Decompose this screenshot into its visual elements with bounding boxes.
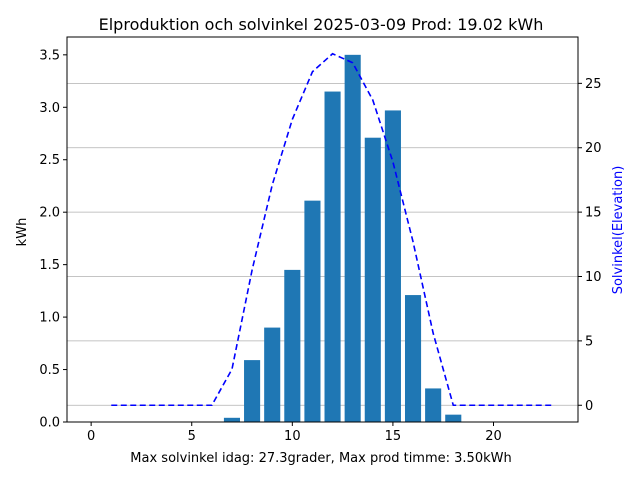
y2-axis-label: Solvinkel(Elevation) [611,166,626,295]
elevation-series-line [111,52,554,407]
plot-frame [66,36,579,423]
y2-tick-label: 10 [585,270,602,285]
y-axis-right: 0 5 10 15 20 25 [578,77,602,414]
y-tick-label: 2.5 [39,153,60,168]
bar-hour-10 [284,269,301,422]
x-axis: 0 5 10 15 20 [87,422,502,444]
y-tick-label: 0.0 [39,416,60,431]
y-tick-label: 1.0 [39,311,60,326]
bar-hour-14 [364,137,381,423]
bar-hour-11 [304,200,321,422]
bar-hour-15 [384,110,401,423]
y-axis-label: kWh [15,218,30,247]
bars [223,54,462,423]
x-tick-label: 0 [87,429,95,444]
bar-hour-12 [324,91,341,422]
x-tick-label: 20 [485,429,502,444]
y-tick-label: 1.5 [39,258,60,273]
bar-hour-17 [425,388,442,422]
bar-hour-18 [445,414,462,422]
y-tick-label: 3.0 [39,101,60,116]
x-tick-label: 15 [385,429,402,444]
y2-tick-label: 0 [585,399,593,414]
elevation-line [111,52,554,407]
bar-hour-9 [264,327,281,422]
y-axis-left: 0.0 0.5 1.0 1.5 2.0 2.5 3.0 3.5 [39,48,67,431]
y2-tick-label: 25 [585,77,602,92]
chart-title: Elproduktion och solvinkel 2025-03-09 Pr… [99,15,544,34]
bar-hour-8 [244,360,261,422]
y2-tick-label: 15 [585,206,602,221]
bar-hour-16 [404,295,422,422]
gridlines [67,82,578,406]
bar-hour-13 [344,54,361,422]
y-tick-label: 3.5 [39,48,60,63]
y-tick-label: 0.5 [39,363,60,378]
x-tick-label: 10 [284,429,301,444]
y2-tick-label: 5 [585,334,593,349]
y2-tick-label: 20 [585,141,602,156]
bar-hour-7 [223,417,241,422]
x-tick-label: 5 [188,429,196,444]
x-axis-label: Max solvinkel idag: 27.3grader, Max prod… [130,451,511,466]
y-tick-label: 2.0 [39,206,60,221]
